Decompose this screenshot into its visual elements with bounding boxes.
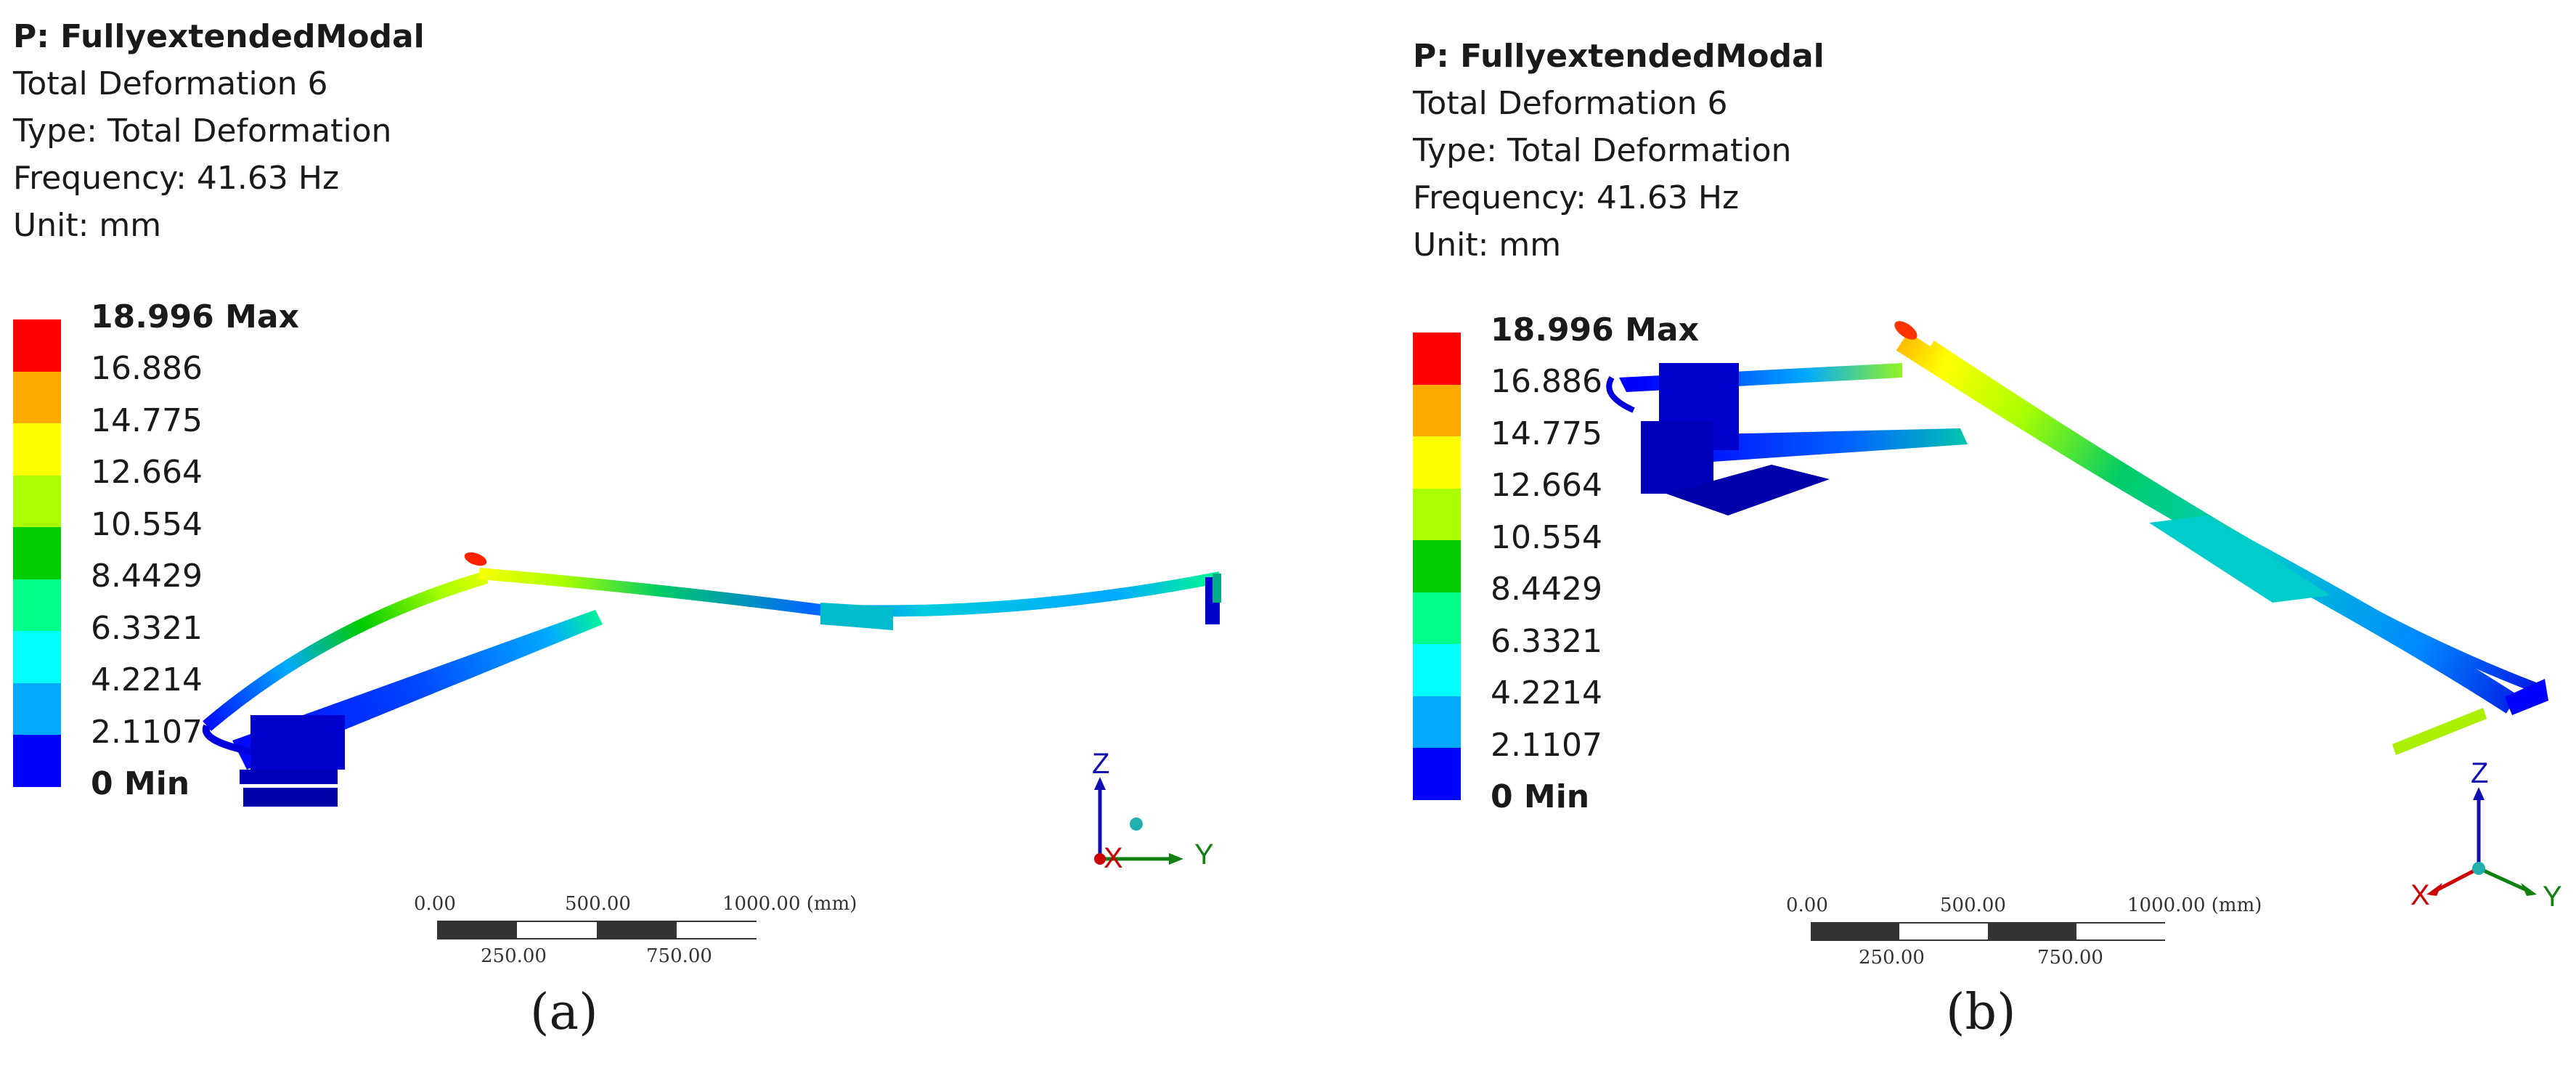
z-axis-label: Z xyxy=(2471,757,2488,789)
scale-bar: 0.00 500.00 1000.00 (mm) 250.00 750.00 xyxy=(414,893,922,980)
legend-min-label: 0 Min xyxy=(1491,778,1590,815)
result-header: P: FullyextendedModal Total Deformation … xyxy=(13,13,425,249)
scale-tick-1000: 1000.00 (mm) xyxy=(722,893,857,915)
legend-label: 2.1107 xyxy=(1491,727,1602,764)
legend-label: 12.664 xyxy=(1491,467,1602,504)
project-title: P: FullyextendedModal xyxy=(13,18,425,55)
scale-tick-1000: 1000.00 (mm) xyxy=(2127,894,2262,916)
end-effector xyxy=(2505,679,2548,715)
panel-b: P: FullyextendedModal Total Deformation … xyxy=(1379,0,2576,1068)
scale-segment xyxy=(1899,922,1988,941)
legend-swatch xyxy=(1413,540,1461,592)
base-plate xyxy=(240,770,338,784)
beam-joint xyxy=(820,603,893,630)
legend-swatch xyxy=(13,475,61,527)
axis-triad: Z Y X xyxy=(2410,757,2562,913)
legend-max-label: 18.996 Max xyxy=(91,298,299,335)
legend-swatch xyxy=(1413,644,1461,696)
legend-swatch xyxy=(13,682,61,735)
legend-swatch xyxy=(13,527,61,579)
scale-tick-0: 0.00 xyxy=(414,893,456,915)
legend-swatch xyxy=(1413,436,1461,489)
legend-swatch xyxy=(13,423,61,476)
legend-label: 16.886 xyxy=(91,350,203,387)
result-type: Type: Total Deformation xyxy=(1413,132,1792,169)
legend-swatch xyxy=(1413,384,1461,436)
legend-swatch xyxy=(1413,333,1461,385)
legend-label: 4.2214 xyxy=(91,661,203,698)
base-cable xyxy=(1606,375,1635,413)
scale-segment xyxy=(517,921,597,939)
legend-label: 2.1107 xyxy=(91,714,203,751)
upper-arm-link xyxy=(203,571,489,731)
legend-label: 8.4429 xyxy=(91,558,203,595)
legend-swatch xyxy=(1413,592,1461,644)
base-foot xyxy=(243,788,338,807)
legend-swatch xyxy=(13,735,61,787)
deformed-arm-model xyxy=(202,552,1221,807)
x-axis-label: X xyxy=(1104,842,1123,874)
legend-label: 16.886 xyxy=(1491,363,1602,400)
base-plate xyxy=(1666,465,1830,515)
legend-label: 8.4429 xyxy=(1491,571,1602,608)
scale-tick-750: 750.00 xyxy=(2037,947,2103,969)
z-axis-label: Z xyxy=(1092,748,1109,780)
frequency-label: Frequency: 41.63 Hz xyxy=(1413,179,1740,216)
y-axis-label: Y xyxy=(2543,881,2562,913)
y-axis-label: Y xyxy=(1194,839,1214,871)
scale-tick-500: 500.00 xyxy=(565,893,631,915)
panel-caption: (a) xyxy=(530,984,598,1041)
legend-swatch xyxy=(13,319,61,372)
scale-tick-0: 0.00 xyxy=(1786,894,1828,916)
scale-segment xyxy=(437,921,517,939)
scale-tick-750: 750.00 xyxy=(646,945,712,967)
scale-tick-250: 250.00 xyxy=(1859,947,1925,969)
result-name: Total Deformation 6 xyxy=(13,65,328,102)
legend-label: 6.3321 xyxy=(1491,623,1602,660)
legend-label: 12.664 xyxy=(91,454,203,491)
legend-label: 14.775 xyxy=(91,402,203,439)
scale-segment xyxy=(597,921,677,939)
project-title: P: FullyextendedModal xyxy=(1413,38,1825,75)
unit-label: Unit: mm xyxy=(1413,227,1562,264)
legend-label: 4.2214 xyxy=(1491,674,1602,712)
legend-swatch xyxy=(1413,748,1461,800)
color-legend: 18.996 Max 16.886 14.775 12.664 10.554 8… xyxy=(13,299,299,802)
scale-segment xyxy=(1988,922,2076,941)
max-deformation-tip xyxy=(464,552,487,566)
result-name: Total Deformation 6 xyxy=(1413,85,1728,122)
legend-swatch xyxy=(1413,488,1461,540)
panel-caption: (b) xyxy=(1946,984,2016,1041)
legend-swatch xyxy=(1413,696,1461,748)
legend-label: 10.554 xyxy=(91,506,203,543)
legend-swatch xyxy=(13,371,61,423)
base-block xyxy=(250,715,345,770)
color-legend: 18.996 Max 16.886 14.775 12.664 10.554 8… xyxy=(1413,312,1699,815)
result-type: Type: Total Deformation xyxy=(13,113,392,150)
legend-max-label: 18.996 Max xyxy=(1491,311,1699,348)
end-effector-bar xyxy=(2392,708,2487,755)
base-cable xyxy=(202,724,252,755)
frequency-label: Frequency: 41.63 Hz xyxy=(13,160,340,197)
legend-min-label: 0 Min xyxy=(91,765,190,802)
axis-triad: Z Y X xyxy=(1092,748,1214,874)
unit-label: Unit: mm xyxy=(13,207,162,244)
legend-label: 6.3321 xyxy=(91,610,203,647)
deformed-arm-model xyxy=(1606,321,2548,755)
scale-segment xyxy=(2076,922,2165,941)
result-header: P: FullyextendedModal Total Deformation … xyxy=(1413,33,1825,269)
scale-tick-500: 500.00 xyxy=(1940,894,2006,916)
scale-tick-250: 250.00 xyxy=(481,945,547,967)
panel-a: P: FullyextendedModal Total Deformation … xyxy=(13,13,1221,1041)
x-axis-label: X xyxy=(2410,879,2430,911)
legend-swatch xyxy=(13,579,61,631)
boom-joint xyxy=(2149,515,2331,603)
legend-label: 10.554 xyxy=(1491,519,1602,556)
legend-label: 14.775 xyxy=(1491,415,1602,452)
legend-swatch xyxy=(13,631,61,683)
scale-segment xyxy=(677,921,757,939)
scale-segment xyxy=(1811,922,1899,941)
scale-bar: 0.00 500.00 1000.00 (mm) 250.00 750.00 xyxy=(1786,894,2294,982)
max-deformation-tip xyxy=(1894,321,1917,340)
